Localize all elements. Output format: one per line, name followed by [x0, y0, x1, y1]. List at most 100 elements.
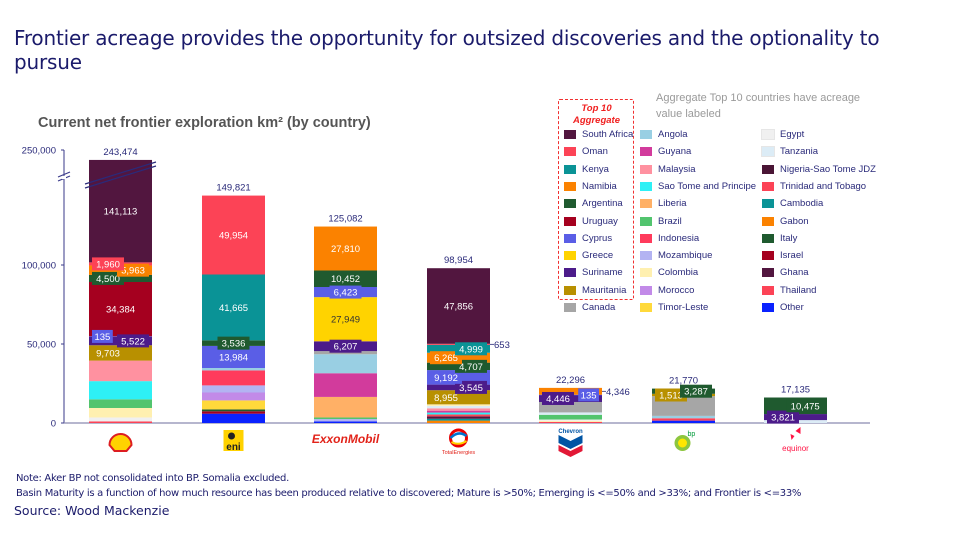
- bar-segment: [202, 274, 265, 341]
- total-label: 21,770: [669, 376, 698, 387]
- legend-item: Uruguay: [564, 216, 618, 227]
- bar-segment: [314, 419, 377, 422]
- legend-label: Angola: [658, 129, 688, 140]
- data-label: 6,207: [334, 342, 358, 353]
- y-tick-label: 50,000: [27, 340, 56, 351]
- data-label: 4,346: [606, 387, 630, 398]
- data-label: 3,821: [771, 413, 795, 424]
- bar-segment: [89, 360, 152, 382]
- legend-swatch: [762, 181, 774, 191]
- bar-exxonmobil: 6,207 27,949 6,423 10,452 27,810 125,082: [314, 214, 377, 423]
- exxonmobil-logo-text: ExxonMobil: [312, 432, 380, 446]
- bar-segment: [89, 381, 152, 400]
- bar-segment: [427, 405, 490, 409]
- legend-swatch: [640, 233, 652, 243]
- legend-label: Timor-Leste: [658, 302, 709, 313]
- legend-swatch: [564, 216, 576, 226]
- bar-segment: [427, 410, 490, 413]
- data-label-box: [92, 271, 124, 285]
- legend-swatch: [564, 164, 576, 174]
- legend-label: Sao Tome and Principe: [658, 180, 757, 192]
- legend-label: Oman: [582, 146, 608, 158]
- bar-segment: [652, 418, 715, 421]
- bar-segment: [202, 195, 265, 275]
- legend-label: Liberia: [658, 198, 687, 210]
- data-label: 6,423: [334, 288, 358, 299]
- data-label: 135: [581, 390, 597, 401]
- source: Source: Wood Mackenzie: [14, 503, 170, 518]
- axis-break-mark: [57, 171, 71, 178]
- bar-segment: [539, 412, 602, 415]
- data-label-box: [786, 399, 824, 413]
- bp-logo: bp: [674, 431, 695, 451]
- data-label-box: [455, 359, 487, 373]
- legend-swatch: [640, 147, 652, 157]
- legend-swatch: [640, 216, 652, 226]
- legend-item: Ghana: [762, 267, 809, 278]
- bp-helios-icon: [678, 438, 687, 448]
- data-label-box: [455, 380, 487, 394]
- data-label-box: [430, 390, 462, 404]
- bar-segment: [427, 268, 490, 344]
- page-title: Frontier acreage provides the opportunit…: [14, 26, 880, 74]
- total-label: 125,082: [328, 214, 362, 225]
- legend-item: Cyprus: [564, 233, 612, 244]
- y-tick-label: 250,000: [22, 146, 56, 157]
- bar-segment: [202, 345, 265, 369]
- eni-logo: eni: [223, 430, 244, 453]
- bar-segment: [202, 368, 265, 371]
- legend-item: Angola: [640, 129, 688, 140]
- total-label: 149,821: [216, 183, 250, 194]
- legend-swatch: [564, 251, 576, 261]
- bar-segment: [314, 226, 377, 271]
- data-label: 49,954: [219, 231, 248, 242]
- legend-label: Canada: [582, 302, 616, 313]
- equinor-logo: equinor: [782, 427, 809, 453]
- data-label: 41,665: [219, 303, 248, 314]
- bar-segment: [89, 281, 152, 337]
- legend-swatch: [761, 146, 775, 158]
- legend-swatch: [564, 285, 576, 295]
- data-label: 10,452: [331, 274, 360, 285]
- legend-label: Uruguay: [582, 215, 618, 227]
- data-label: 3,536: [222, 339, 246, 350]
- legend-swatch: [762, 164, 774, 174]
- bar-segment: [314, 354, 377, 374]
- legend-swatch: [564, 130, 576, 139]
- data-label: 4,446: [546, 394, 570, 405]
- data-label-box: [655, 388, 687, 402]
- data-label-box: [92, 329, 113, 343]
- data-label: 34,384: [106, 305, 135, 316]
- data-label-box: [430, 351, 462, 365]
- legend-swatch: [640, 164, 652, 174]
- bar-segment: [427, 408, 490, 411]
- bar-segment: [652, 415, 715, 419]
- y-tick-label: 100,000: [22, 261, 56, 272]
- bar-segment: [652, 420, 715, 423]
- note-2: Basin Maturity is a function of how much…: [16, 488, 802, 499]
- legend-item: Liberia: [640, 198, 687, 209]
- legend-label: Other: [780, 302, 804, 313]
- legend-label: Egypt: [780, 129, 805, 140]
- chevron-logo-shape: [558, 445, 583, 457]
- data-label: 4,999: [459, 344, 483, 355]
- legend-item: Mauritania: [564, 285, 626, 296]
- total-label: 17,135: [781, 385, 810, 396]
- legend-item: Brazil: [640, 216, 682, 227]
- data-label-box: [455, 342, 487, 356]
- legend-item: Canada: [564, 302, 615, 313]
- data-label: 141,113: [104, 207, 138, 218]
- data-label-box: [117, 334, 149, 348]
- bar-segment: [202, 400, 265, 410]
- bar-segment: [539, 420, 602, 422]
- legend-swatch: [564, 147, 576, 157]
- legend-item: Malaysia: [640, 164, 696, 175]
- legend-label: Mauritania: [582, 284, 627, 296]
- data-label: 10,475: [791, 401, 820, 412]
- equinor-logo-text: equinor: [782, 444, 809, 453]
- legend-item: Guyana: [640, 146, 691, 157]
- data-label: 27,949: [331, 315, 360, 326]
- data-label-box: [329, 339, 362, 353]
